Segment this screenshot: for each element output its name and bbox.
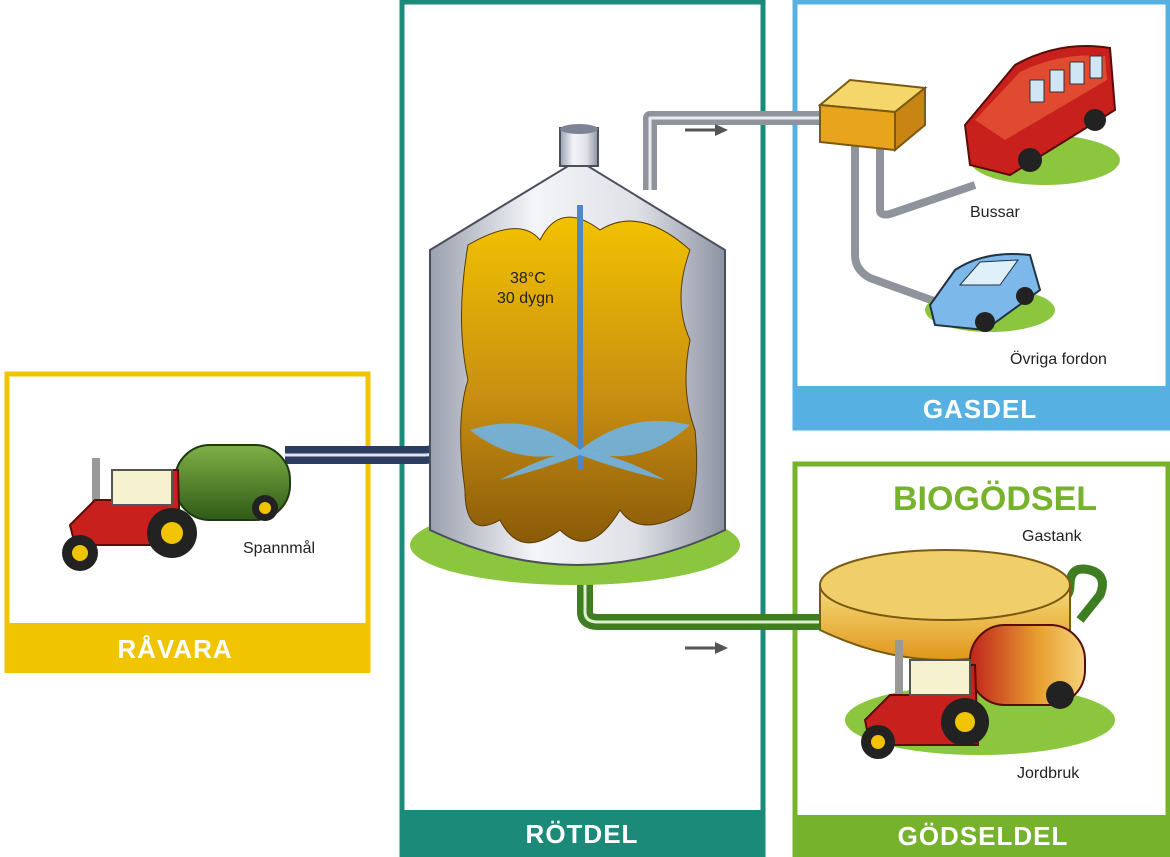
label: Jordbruk bbox=[1017, 765, 1080, 782]
biogas-diagram: RÅVARA RÖTDEL GASDEL GÖDSELDEL bbox=[0, 0, 1170, 857]
panel-title: RÖTDEL bbox=[526, 819, 639, 849]
label: Bussar bbox=[970, 204, 1020, 221]
label: 30 dygn bbox=[497, 290, 554, 307]
panel-title: RÅVARA bbox=[117, 634, 232, 664]
label: Övriga fordon bbox=[1010, 350, 1107, 368]
label: Gastank bbox=[1022, 528, 1083, 545]
heading: BIOGÖDSEL bbox=[893, 480, 1097, 518]
panel-title: GÖDSELDEL bbox=[898, 821, 1069, 851]
panel-title: GASDEL bbox=[923, 394, 1037, 424]
label: 38°C bbox=[510, 270, 546, 287]
label: Spannmål bbox=[243, 539, 315, 557]
